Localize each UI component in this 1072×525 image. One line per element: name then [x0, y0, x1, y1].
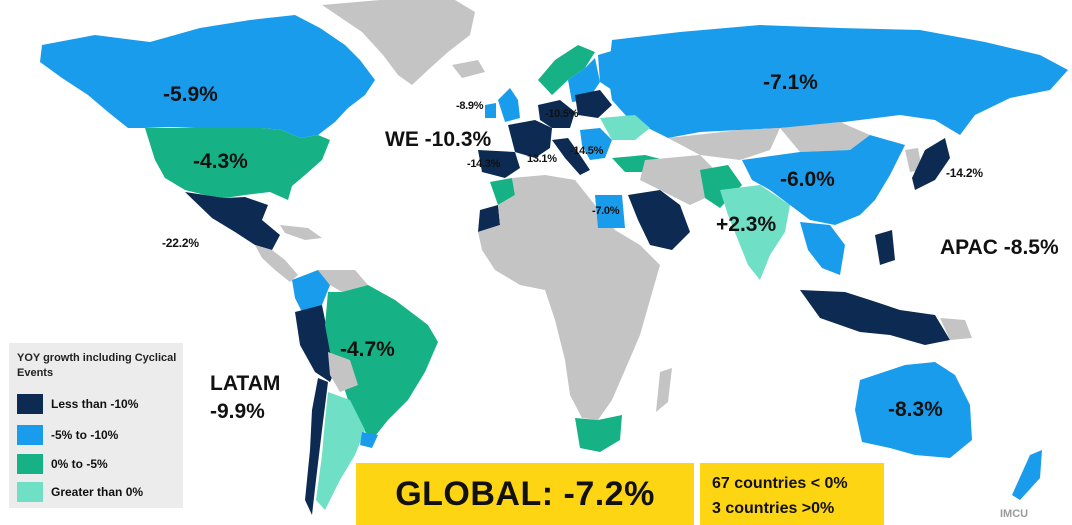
balkans-shape	[580, 128, 612, 160]
label-germany: -10.5%	[545, 108, 579, 120]
legend-swatch	[17, 425, 43, 445]
legend-item-greater-than-zero: Greater than 0%	[17, 481, 143, 503]
ukraine-shape	[600, 115, 650, 140]
caribbean-shape	[280, 225, 322, 240]
italy-shape	[552, 138, 590, 175]
iceland-shape	[452, 60, 485, 78]
spain-shape	[478, 150, 520, 178]
countries-positive-text: 3 countries >0%	[712, 500, 835, 517]
france-shape	[508, 120, 552, 158]
morocco-shape	[490, 178, 515, 205]
peru-shape	[295, 305, 340, 382]
africa-shape	[478, 175, 660, 420]
region-label-we: WE -10.3%	[385, 128, 492, 151]
argentina-shape	[316, 392, 365, 510]
label-brazil: -4.7%	[340, 338, 395, 361]
indonesia-shape	[800, 290, 950, 345]
china-shape	[742, 135, 905, 225]
uruguay-shape	[360, 432, 378, 448]
brazil-shape	[325, 285, 438, 440]
western-sahara-shape	[478, 205, 500, 232]
greenland-shape	[322, 0, 475, 85]
label-australia: -8.3%	[888, 398, 943, 421]
russia-shape	[608, 25, 1068, 138]
label-mexico: -22.2%	[162, 236, 199, 250]
venezuela-shape	[318, 270, 368, 292]
label-greece: -14.5%	[570, 145, 604, 157]
pakistan-shape	[700, 165, 742, 208]
germany-shape	[538, 100, 575, 128]
legend-item-less-than-minus-10: Less than -10%	[17, 393, 138, 415]
label-uk: -8.9%	[456, 100, 484, 112]
label-russia: -7.1%	[763, 71, 818, 94]
label-canada: -5.9%	[163, 83, 218, 106]
region-label-apac: APAC -8.5%	[940, 236, 1059, 259]
chile-shape	[305, 378, 328, 515]
label-spain: -14.3%	[467, 158, 501, 170]
legend-item-zero-to-minus5: 0% to -5%	[17, 453, 108, 475]
legend-swatch	[17, 394, 43, 414]
mexico-shape	[185, 192, 280, 250]
canada-shape	[40, 15, 375, 138]
region-label-latam: LATAM	[210, 372, 281, 395]
legend-item-minus5-to-minus10: -5% to -10%	[17, 424, 118, 446]
norway-shape	[538, 45, 595, 95]
australia-shape	[855, 362, 972, 458]
ireland-shape	[485, 103, 496, 118]
mongolia-shape	[780, 122, 870, 152]
country-count-box: 67 countries < 0% 3 countries >0%	[700, 463, 884, 525]
legend-swatch	[17, 482, 43, 502]
central-america-shape	[255, 245, 298, 282]
sweden-shape	[568, 58, 600, 102]
japan-shape	[912, 138, 950, 190]
countries-negative-text: 67 countries < 0%	[712, 475, 848, 492]
region-label-latam-value: -9.9%	[210, 400, 265, 423]
label-japan: -14.2%	[946, 166, 983, 180]
madagascar-shape	[656, 368, 672, 412]
uk-shape	[498, 88, 520, 122]
bolivia-shape	[328, 352, 358, 392]
south-africa-shape	[575, 415, 622, 452]
philippines-shape	[875, 230, 895, 265]
label-china: -6.0%	[780, 168, 835, 191]
middle-east-shape	[640, 155, 720, 205]
poland-shape	[575, 90, 612, 118]
legend-label: Greater than 0%	[51, 485, 144, 499]
new-zealand-shape	[1012, 450, 1042, 500]
usa-shape	[145, 128, 330, 200]
colombia-shape	[292, 270, 330, 312]
label-italy: 13.1%	[527, 153, 557, 165]
new-guinea-shape	[940, 318, 972, 340]
central-asia-shape	[668, 128, 780, 160]
legend-label: Less than -10%	[51, 397, 139, 411]
southeast-asia-shape	[800, 222, 845, 275]
legend-label: 0% to -5%	[51, 457, 108, 471]
map-legend: YOY growth including Cyclical Events Les…	[9, 343, 183, 508]
egypt-shape	[595, 195, 625, 228]
label-usa: -4.3%	[193, 150, 248, 173]
legend-swatch	[17, 454, 43, 474]
label-egypt: -7.0%	[592, 205, 620, 217]
india-shape	[720, 185, 790, 280]
legend-title: YOY growth including Cyclical Events	[17, 352, 177, 379]
label-india: +2.3%	[716, 213, 777, 236]
legend-label: -5% to -10%	[51, 428, 119, 442]
watermark-text: IMCU	[1000, 508, 1029, 520]
saudi-arabia-shape	[628, 190, 690, 250]
global-summary-box: GLOBAL: -7.2%	[356, 463, 694, 525]
